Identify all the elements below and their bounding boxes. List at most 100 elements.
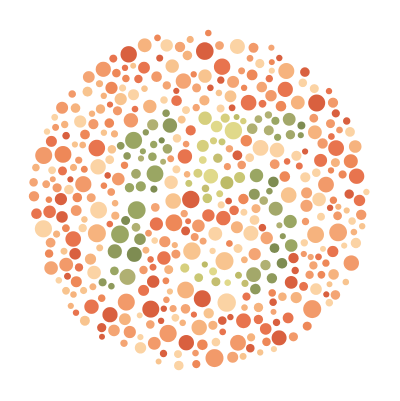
plate-dot (98, 278, 107, 287)
plate-dot (105, 155, 115, 165)
plate-dot (156, 54, 164, 62)
plate-dot (186, 35, 194, 44)
plate-dot (196, 139, 209, 152)
plate-dot (262, 337, 271, 347)
plate-dot (348, 140, 362, 153)
plate-dot (99, 333, 105, 340)
plate-dot (266, 187, 273, 195)
plate-dot (126, 246, 142, 262)
plate-dot (277, 81, 293, 97)
plate-dot (69, 163, 78, 172)
plate-dot (288, 252, 299, 264)
plate-dot (174, 360, 184, 371)
plate-dot (233, 114, 240, 120)
plate-dot (124, 183, 135, 193)
plate-dot (182, 190, 200, 209)
plate-dot (72, 309, 80, 316)
plate-dot (278, 292, 287, 302)
plate-dot (253, 314, 264, 325)
plate-dot (150, 203, 160, 212)
plate-dot (266, 273, 278, 284)
plate-dot (141, 85, 148, 92)
plate-dot (32, 163, 40, 172)
plate-dot (318, 176, 334, 193)
plate-dot (108, 324, 120, 337)
plate-dot (64, 272, 71, 280)
plate-dot (268, 67, 275, 74)
plate-dot (246, 69, 258, 81)
plate-dot (215, 41, 224, 50)
plate-dot (219, 328, 227, 336)
plate-dot (116, 141, 125, 150)
plate-dot (60, 120, 69, 129)
plate-dot (276, 258, 288, 269)
plate-dot (235, 271, 242, 279)
plate-dot (297, 121, 306, 130)
plate-dot (239, 352, 247, 360)
plate-dot (290, 95, 305, 110)
plate-dot (84, 299, 99, 314)
plate-dot (216, 190, 224, 198)
plate-dot (302, 148, 309, 155)
plate-dot (302, 321, 312, 331)
plate-dot (240, 94, 257, 111)
plate-dot (162, 144, 173, 154)
plate-dot (196, 42, 214, 60)
plate-dot (29, 178, 38, 187)
plate-dot (82, 71, 95, 83)
plate-dot (145, 229, 152, 237)
plate-dot (138, 284, 150, 296)
plate-dot (62, 131, 70, 140)
plate-dot (303, 300, 322, 319)
plate-dot (95, 61, 111, 77)
plate-dot (307, 226, 324, 244)
plate-dot (52, 183, 62, 193)
plate-dot (320, 245, 326, 252)
plate-dot (70, 205, 82, 216)
plate-dot (158, 137, 165, 144)
plate-dot (250, 283, 261, 295)
plate-dot (177, 281, 195, 299)
plate-dot (131, 222, 141, 232)
plate-dot (238, 67, 246, 75)
plate-dot (338, 170, 347, 179)
plate-dot (323, 291, 330, 298)
plate-dot (182, 106, 190, 115)
plate-dot (157, 251, 171, 265)
plate-dot (252, 140, 269, 156)
plate-dot (232, 150, 243, 161)
plate-dot (119, 84, 127, 92)
plate-dot (236, 313, 251, 329)
plate-dot (268, 201, 283, 216)
plate-dot (217, 201, 225, 209)
plate-dot (185, 218, 192, 225)
plate-dot (224, 90, 237, 103)
plate-dot (100, 182, 108, 189)
plate-dot (199, 237, 207, 245)
plate-dot (331, 109, 340, 118)
plate-dot (147, 256, 154, 263)
plate-dot (260, 231, 273, 245)
plate-dot (227, 313, 234, 321)
plate-dot (246, 54, 254, 62)
plate-dot (55, 277, 63, 284)
plate-dot (114, 93, 127, 106)
plate-dot (220, 113, 230, 123)
plate-dot (72, 192, 83, 203)
plate-dot (160, 158, 167, 165)
plate-dot (139, 265, 148, 275)
plate-dot (173, 87, 180, 94)
plate-dot (278, 63, 295, 79)
plate-dot (128, 89, 139, 101)
plate-dot (163, 296, 170, 304)
plate-dot (216, 104, 225, 113)
plate-dot (343, 154, 358, 169)
plate-dot (49, 176, 56, 183)
plate-dot (160, 96, 168, 104)
plate-dot (259, 323, 272, 335)
plate-dot (283, 158, 291, 165)
plate-dot (67, 302, 74, 309)
plate-dot (106, 101, 114, 108)
plate-dot (312, 192, 326, 207)
